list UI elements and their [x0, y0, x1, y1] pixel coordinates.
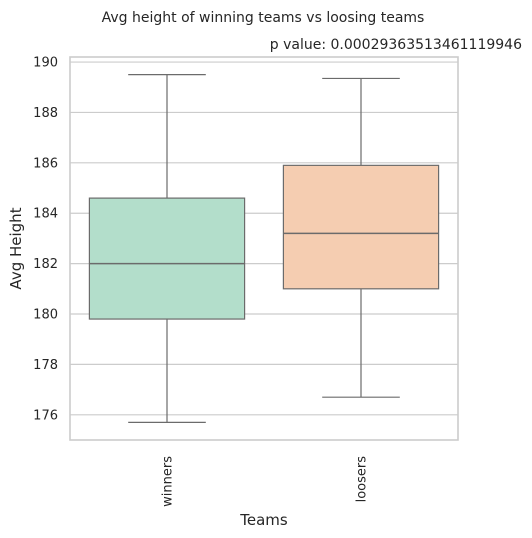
- y-axis-label: Avg Height: [7, 207, 25, 289]
- y-tick-label: 176: [33, 408, 58, 423]
- y-tick-label: 182: [33, 257, 58, 272]
- y-tick-label: 188: [33, 106, 58, 121]
- chart-title: Avg height of winning teams vs loosing t…: [102, 10, 425, 26]
- box-series: [88, 74, 440, 423]
- y-tick-label: 184: [33, 207, 58, 222]
- chart-subtitle: p value: 0.00029363513461119946: [270, 37, 522, 53]
- iqr-box: [88, 197, 246, 320]
- box-loosers: [282, 77, 440, 398]
- y-tick-label: 186: [33, 156, 58, 171]
- x-axis-label: Teams: [239, 511, 288, 529]
- iqr-box: [282, 164, 440, 290]
- y-tick-label: 190: [33, 56, 58, 71]
- y-tick-label: 178: [33, 358, 58, 373]
- plot-frame: [69, 56, 459, 441]
- y-tick-label: 180: [33, 308, 58, 323]
- x-tick-label: loosers: [355, 456, 370, 503]
- box-winners: [88, 74, 246, 423]
- x-tick-label: winners: [161, 456, 176, 507]
- x-axis-ticks: winners loosers: [161, 456, 370, 507]
- y-axis-ticks: 176 178 180 182 184 186 188 190: [33, 56, 58, 424]
